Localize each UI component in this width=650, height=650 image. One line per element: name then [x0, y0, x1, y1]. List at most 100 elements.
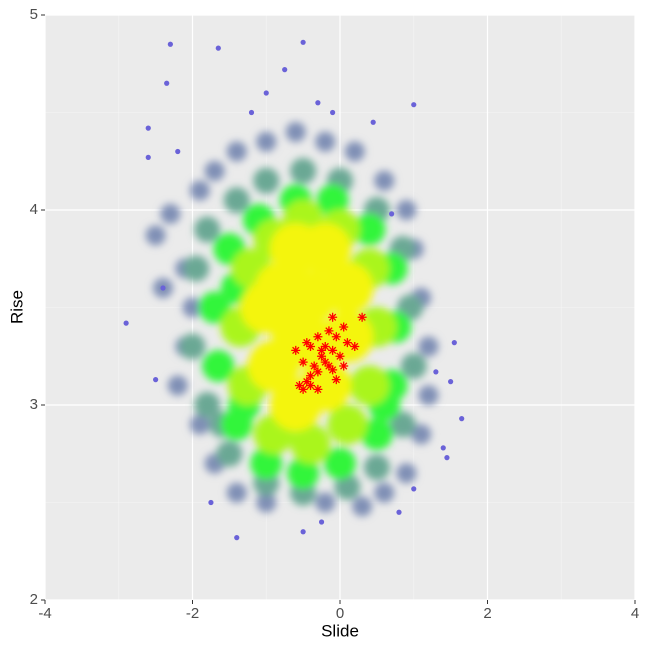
x-tick-label: -2: [186, 605, 199, 622]
star-point: [342, 338, 352, 348]
point: [269, 223, 322, 275]
point: [290, 424, 331, 464]
point: [389, 211, 395, 217]
point: [183, 255, 210, 282]
point: [374, 482, 395, 503]
point: [344, 141, 365, 162]
point: [300, 39, 306, 45]
point: [459, 416, 465, 422]
point: [353, 213, 386, 246]
star-point: [320, 357, 330, 367]
point: [451, 340, 457, 346]
point: [396, 200, 417, 220]
point: [194, 392, 221, 418]
star-point: [328, 365, 338, 375]
point: [145, 225, 166, 246]
star-point: [328, 312, 338, 322]
point: [327, 404, 368, 445]
star-point: [339, 322, 349, 332]
point: [324, 447, 356, 480]
point: [160, 285, 166, 291]
point: [300, 529, 306, 535]
point: [248, 109, 255, 116]
star-point: [335, 351, 345, 361]
star-point: [320, 342, 330, 351]
x-tick-label: 0: [336, 605, 344, 622]
star-point: [291, 345, 301, 355]
point: [256, 131, 277, 152]
point: [285, 122, 306, 142]
point: [160, 203, 181, 224]
x-tick-label: 4: [631, 605, 639, 622]
star-point: [324, 326, 334, 336]
point: [396, 509, 402, 515]
point: [316, 184, 349, 217]
point: [363, 454, 390, 481]
point: [198, 291, 231, 324]
point: [349, 365, 390, 406]
point: [282, 67, 288, 73]
star-point: [302, 338, 312, 348]
point: [315, 100, 321, 106]
star-point: [294, 381, 304, 390]
point: [253, 167, 280, 194]
point: [374, 170, 395, 191]
x-tick-label: 2: [483, 605, 491, 622]
point: [202, 350, 235, 382]
point: [164, 80, 170, 86]
point: [226, 482, 247, 503]
point: [290, 158, 317, 184]
y-tick-label: 5: [30, 6, 38, 23]
point: [444, 455, 450, 461]
point: [418, 336, 439, 357]
point: [287, 457, 320, 490]
star-point: [306, 342, 315, 351]
point: [299, 359, 352, 412]
point: [215, 45, 221, 51]
point: [448, 379, 454, 385]
point: [396, 463, 417, 484]
point: [360, 418, 393, 451]
star-point: [328, 345, 338, 355]
star-point: [309, 361, 319, 371]
point: [123, 320, 129, 326]
point: [318, 519, 325, 525]
point: [223, 187, 250, 214]
point: [411, 486, 417, 492]
star-point: [313, 384, 323, 394]
star-point: [306, 371, 315, 381]
y-tick-label: 4: [30, 201, 38, 218]
point: [411, 424, 432, 445]
point: [370, 119, 376, 125]
star-point: [339, 361, 349, 371]
star-point: [350, 342, 360, 351]
point: [255, 262, 307, 314]
star-point: [302, 377, 312, 387]
star-point: [357, 312, 367, 322]
point: [179, 333, 206, 360]
star-point: [298, 384, 308, 394]
point: [175, 148, 181, 155]
point: [315, 492, 336, 513]
point: [189, 180, 210, 201]
star-point: [324, 361, 334, 371]
y-tick-label: 2: [30, 591, 38, 608]
point: [204, 161, 225, 181]
star-point: [331, 375, 341, 385]
star-point: [313, 367, 323, 377]
point: [153, 377, 159, 383]
point: [247, 340, 300, 392]
point: [334, 473, 361, 500]
star-point: [331, 332, 341, 342]
point: [216, 440, 243, 467]
point: [440, 445, 446, 451]
x-tick-label: -4: [38, 605, 51, 622]
point: [182, 297, 203, 318]
point: [189, 414, 210, 435]
point: [433, 369, 439, 375]
star-point: [298, 357, 308, 367]
point: [256, 492, 277, 513]
point: [226, 141, 247, 162]
